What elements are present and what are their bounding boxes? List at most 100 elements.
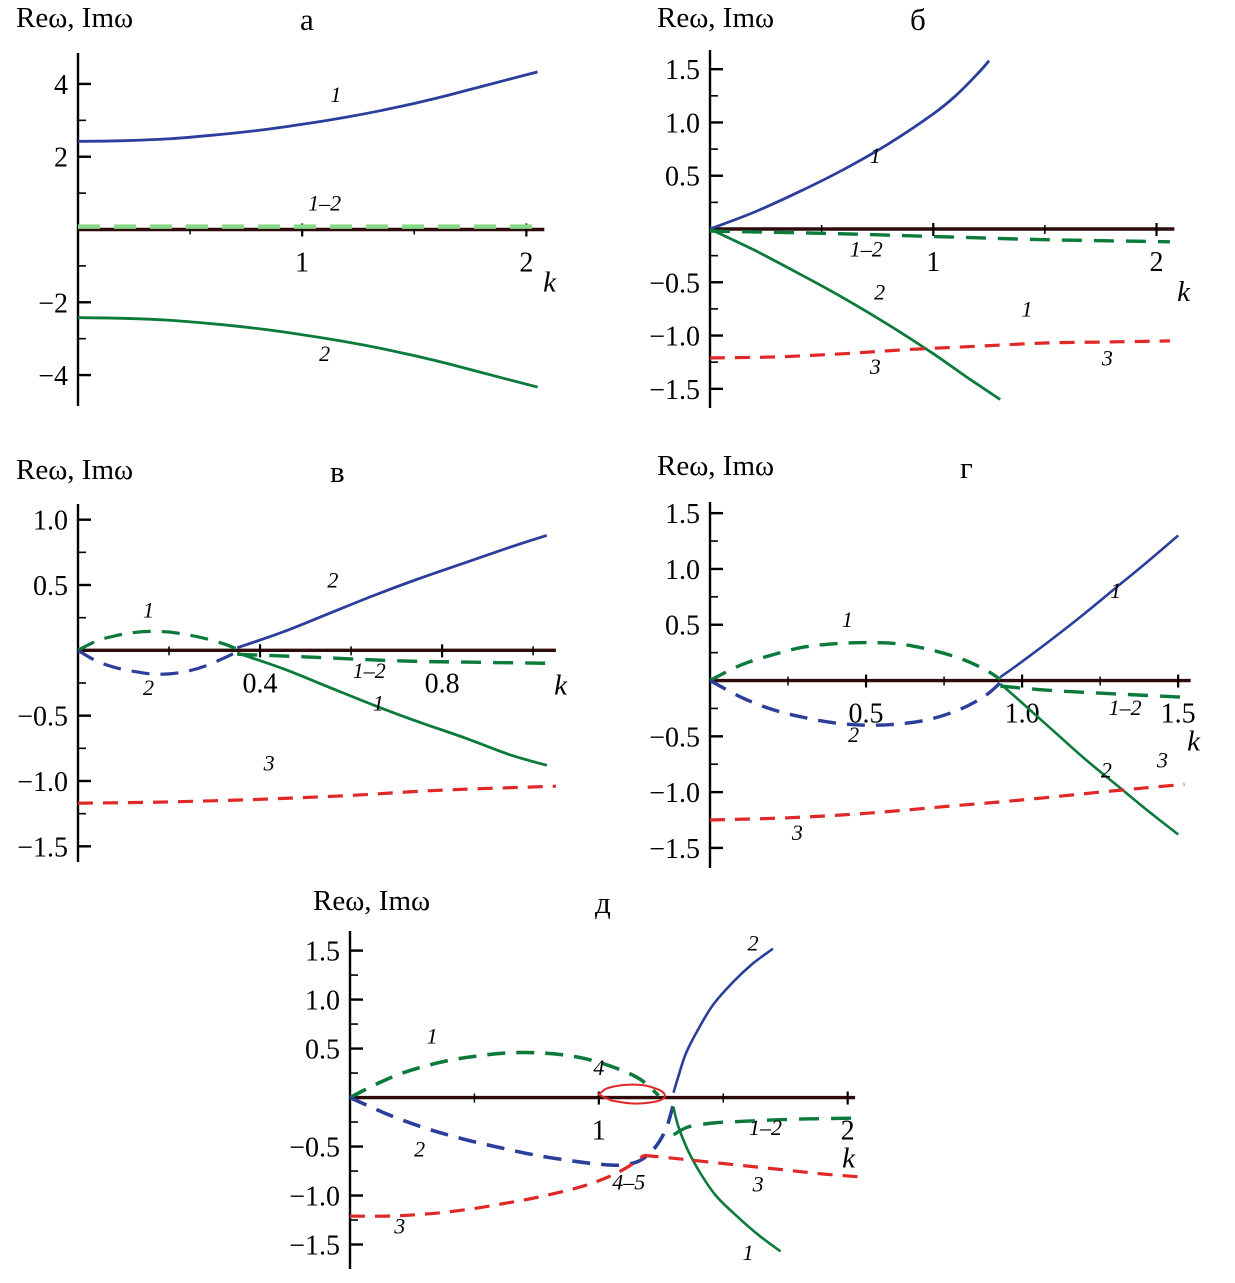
curve-label: 1–2 — [1109, 695, 1142, 720]
curve-label: 3 — [393, 1214, 405, 1239]
y-tick-label: −1.5 — [17, 832, 68, 863]
panel-letter-a: а — [300, 2, 314, 37]
chart-d: 1.5 1.0 0.5 −0.5 −1.0 −1.5 1 2 1 2 4 2 1–2 4–5 3 3 1 k — [289, 931, 861, 1269]
x-axis-label: k — [543, 267, 557, 299]
y-tick-label: −0.5 — [649, 268, 700, 299]
x-tick-label: 0.4 — [243, 668, 278, 699]
curve-label: 2 — [748, 931, 759, 956]
y-tick-label: −1.0 — [649, 322, 700, 353]
y-tick-label: −1.0 — [289, 1182, 340, 1213]
y-tick-label: −1.5 — [289, 1231, 340, 1262]
y-tick-label: 4 — [54, 70, 68, 101]
y-axis-title: Reω, Imω — [657, 2, 775, 34]
curve-label: 2 — [414, 1136, 425, 1161]
curve-2-bubble-dashed — [349, 1095, 676, 1168]
curve-label: 2 — [143, 675, 154, 700]
y-tick-label: 1.5 — [665, 55, 700, 86]
curve-label: 3 — [752, 1172, 764, 1197]
panel-letter-b: б — [910, 2, 926, 37]
curve-1-solid — [709, 59, 991, 231]
y-tick-label: 1.0 — [305, 986, 340, 1017]
curve-label: 1 — [842, 607, 853, 632]
curve-1-solid — [672, 1106, 782, 1253]
y-tick-label: 1.5 — [305, 937, 340, 968]
curve-label: 1–2 — [850, 237, 883, 262]
curve-label: 4 — [593, 1055, 604, 1080]
curve-label: 1 — [330, 82, 341, 107]
curve-3-dashed — [349, 1154, 645, 1218]
y-axis-title: Reω, Imω — [16, 454, 134, 486]
y-tick-label: 0.5 — [33, 571, 68, 602]
x-axis-label: k — [554, 669, 568, 701]
x-tick-label: 1 — [295, 248, 309, 279]
x-tick-label: 1 — [592, 1116, 606, 1147]
curve-label: 1 — [143, 598, 154, 623]
y-tick-label: −0.5 — [289, 1133, 340, 1164]
y-tick-label: 0.5 — [665, 162, 700, 193]
panel-v: Reω, Imω в 1.0 0.5 −0.5 −1.0 −1.5 0.4 0.8 1 2 2 1–… — [0, 452, 615, 884]
panel-a: Reω, Imω а 4 2 −2 −4 1 2 1 1–2 2 k — [0, 0, 615, 445]
y-tick-label: −2 — [38, 288, 68, 319]
y-tick-label: 2 — [54, 143, 68, 174]
x-tick-label: 2 — [841, 1116, 855, 1147]
curve-2-bubble-dashed — [77, 648, 238, 676]
curve-label: 4–5 — [612, 1170, 645, 1195]
y-axis-title: Reω, Imω — [313, 885, 431, 917]
curve-label: 2 — [319, 341, 330, 366]
curve-2-solid — [709, 227, 1001, 401]
curve-label: 2 — [1101, 758, 1112, 783]
y-tick-label: −0.5 — [649, 722, 700, 753]
curve-2-solid — [672, 947, 774, 1094]
curve-1-bubble-dashed — [77, 629, 238, 652]
curve-2-solid — [999, 682, 1180, 836]
y-tick-label: −1.0 — [17, 767, 68, 798]
curve-label: 1–2 — [308, 191, 341, 216]
curve-label: 1 — [1110, 578, 1121, 603]
chart-v: 1.0 0.5 −0.5 −1.0 −1.5 0.4 0.8 1 2 2 1–2 1 3 k — [17, 504, 568, 863]
x-axis-label: k — [842, 1143, 856, 1175]
curve-label: 3 — [1101, 345, 1113, 370]
curve-2-bubble-dashed — [709, 679, 1002, 727]
curve-1-solid — [77, 70, 538, 143]
curve-2-solid — [236, 534, 548, 650]
curve-1-bubble-dashed — [709, 640, 1002, 683]
y-tick-label: 0.5 — [665, 611, 700, 642]
panel-letter-d: д — [595, 885, 611, 920]
y-tick-label: −4 — [38, 361, 68, 392]
curve-label: 3 — [869, 354, 881, 379]
y-tick-label: 1.5 — [665, 499, 700, 530]
x-tick-label: 2 — [519, 248, 533, 279]
curve-label: 3 — [791, 820, 803, 845]
panel-b: Reω, Imω б 1.5 1.0 0.5 −0.5 −1.0 −1.5 1 2 1 1–2 2 1… — [615, 0, 1235, 445]
chart-a: 42−2−41 211–22k — [38, 53, 557, 406]
curve-label: 1–2 — [353, 658, 386, 683]
curve-label: 1 — [373, 690, 384, 715]
x-axis-label: k — [1177, 276, 1191, 308]
curve-4-5-dashed — [643, 1153, 861, 1179]
y-tick-label: −1.5 — [649, 375, 700, 406]
y-tick-label: −1.0 — [649, 778, 700, 809]
y-tick-label: −1.5 — [649, 834, 700, 865]
curve-label: 2 — [848, 722, 859, 747]
chart-b: 1.5 1.0 0.5 −0.5 −1.0 −1.5 1 2 1 1–2 2 1 3 3 k — [649, 50, 1191, 408]
curve-1-solid — [236, 651, 548, 767]
y-tick-label: 1.0 — [665, 555, 700, 586]
x-tick-label: 1.5 — [1161, 699, 1196, 730]
y-tick-label: 1.0 — [665, 108, 700, 139]
curve-label: 1 — [427, 1024, 438, 1049]
curve-label: 3 — [263, 751, 275, 776]
curve-3-dashed — [709, 782, 1185, 822]
y-tick-label: −0.5 — [17, 702, 68, 733]
x-tick-label: 0.8 — [425, 668, 460, 699]
curve-label: 2 — [874, 279, 885, 304]
curve-1-2-dashed — [237, 652, 556, 666]
curve-label: 1–2 — [749, 1115, 782, 1140]
x-axis-label: k — [1187, 726, 1201, 758]
curve-3-dashed — [77, 784, 556, 805]
curve-label: 3 — [1156, 748, 1168, 773]
curve-label: 1 — [743, 1240, 754, 1265]
panel-letter-g: г — [960, 450, 973, 485]
panel-g: Reω, Imω г 1.5 1.0 0.5 −0.5 −1.0 −1.5 0.5 1.0 1.… — [615, 448, 1235, 884]
curve-1-2-dashed — [709, 229, 1170, 244]
